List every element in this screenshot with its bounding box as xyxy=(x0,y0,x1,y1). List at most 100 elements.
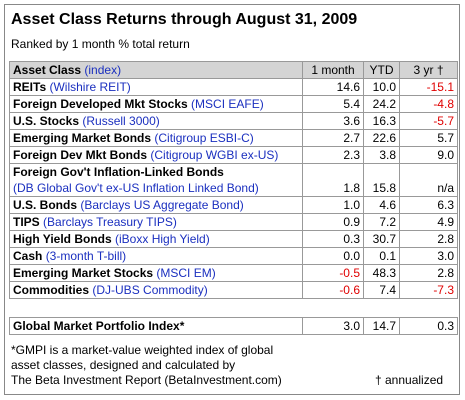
value-cell: 2.8 xyxy=(399,264,458,282)
value-cell: 14.7 xyxy=(363,317,400,335)
value-cell: 1.0 xyxy=(302,196,364,214)
table-row: Cash (3-month T-bill) 0.0 0.1 3.0 xyxy=(9,247,458,265)
table-row: Foreign Gov't Inflation-Linked Bonds (DB… xyxy=(9,163,458,197)
table-row: U.S. Stocks (Russell 3000) 3.6 16.3 -5.7 xyxy=(9,112,458,130)
index-name: (Citigroup ESBI-C) xyxy=(154,131,254,145)
footnote-note: † annualized xyxy=(375,373,444,387)
value-cell: 3.6 xyxy=(302,112,364,130)
name-cell: U.S. Bonds (Barclays US Aggregate Bond) xyxy=(9,196,303,214)
index-name: (DJ-UBS Commodity) xyxy=(92,283,208,297)
table-row: Global Market Portfolio Index* 3.0 14.7 0.3 xyxy=(9,317,458,335)
value-cell: 3 yr † xyxy=(399,61,458,79)
value-cell: n/a xyxy=(399,163,458,197)
subtitle: Ranked by 1 month % total return xyxy=(11,37,190,51)
name-cell: TIPS (Barclays Treasury TIPS) xyxy=(9,213,303,231)
value-cell: 0.9 xyxy=(302,213,364,231)
value-cell: 14.6 xyxy=(302,78,364,96)
index-name: (MSCI EM) xyxy=(156,266,216,280)
spacer-cell xyxy=(399,298,458,318)
asset-name: High Yield Bonds xyxy=(13,232,112,246)
spacer-cell xyxy=(9,298,303,318)
value-cell: 5.4 xyxy=(302,95,364,113)
table-row: Foreign Dev Mkt Bonds (Citigroup WGBI ex… xyxy=(9,146,458,164)
index-name: (3-month T-bill) xyxy=(45,249,127,263)
asset-name: U.S. Bonds xyxy=(13,198,78,212)
asset-name: Emerging Market Stocks xyxy=(13,266,154,280)
value-cell: 15.8 xyxy=(363,163,400,197)
value-cell: 3.8 xyxy=(363,146,400,164)
table-row: Asset Class (index) 1 month YTD 3 yr † xyxy=(9,61,458,79)
asset-name: Foreign Developed Mkt Stocks xyxy=(13,97,188,111)
index-name: (Russell 3000) xyxy=(82,114,160,128)
table-row: U.S. Bonds (Barclays US Aggregate Bond) 1… xyxy=(9,196,458,214)
table-row: Foreign Developed Mkt Stocks (MSCI EAFE)… xyxy=(9,95,458,113)
asset-name: Foreign Gov't Inflation-Linked Bonds xyxy=(13,165,224,179)
footnote-line: *GMPI is a market-value weighted index o… xyxy=(11,343,274,357)
name-cell: Emerging Market Stocks (MSCI EM) xyxy=(9,264,303,282)
name-cell: REITs (Wilshire REIT) xyxy=(9,78,303,96)
value-cell: -4.8 xyxy=(399,95,458,113)
asset-name: REITs xyxy=(13,80,47,94)
index-name: (Barclays US Aggregate Bond) xyxy=(80,198,244,212)
table-row: Commodities (DJ-UBS Commodity) -0.6 7.4 -7.… xyxy=(9,281,458,299)
value-cell: YTD xyxy=(363,61,400,79)
value-cell: 4.9 xyxy=(399,213,458,231)
name-cell: U.S. Stocks (Russell 3000) xyxy=(9,112,303,130)
footnote: *GMPI is a market-value weighted index o… xyxy=(11,343,282,388)
index-name: (DB Global Gov't ex-US Inflation Linked … xyxy=(13,181,259,195)
value-cell: -0.6 xyxy=(302,281,364,299)
asset-name: U.S. Stocks xyxy=(13,114,80,128)
value-cell: 0.3 xyxy=(399,317,458,335)
value-cell: 0.1 xyxy=(363,247,400,265)
value-cell: 1 month xyxy=(302,61,364,79)
value-cell: 48.3 xyxy=(363,264,400,282)
asset-name: TIPS xyxy=(13,215,40,229)
asset-name: Foreign Dev Mkt Bonds xyxy=(13,148,148,162)
value-cell: 22.6 xyxy=(363,129,400,147)
index-name: (Wilshire REIT) xyxy=(49,80,131,94)
value-cell: -0.5 xyxy=(302,264,364,282)
table-row: High Yield Bonds (iBoxx High Yield) 0.3 30… xyxy=(9,230,458,248)
table-row: Emerging Market Bonds (Citigroup ESBI-C)… xyxy=(9,129,458,147)
value-cell: 24.2 xyxy=(363,95,400,113)
asset-name: Emerging Market Bonds xyxy=(13,131,152,145)
index-name: (iBoxx High Yield) xyxy=(115,232,210,246)
asset-name: Asset Class xyxy=(13,63,82,77)
value-cell: 3.0 xyxy=(302,317,364,335)
value-cell: 3.0 xyxy=(399,247,458,265)
name-cell: High Yield Bonds (iBoxx High Yield) xyxy=(9,230,303,248)
value-cell: 7.4 xyxy=(363,281,400,299)
spacer-row xyxy=(9,298,458,318)
value-cell: 16.3 xyxy=(363,112,400,130)
title: Asset Class Returns through August 31, 2… xyxy=(11,11,358,28)
spacer-cell xyxy=(363,298,400,318)
value-cell: -15.1 xyxy=(399,78,458,96)
name-cell: Foreign Gov't Inflation-Linked Bonds (DB… xyxy=(9,163,303,197)
asset-name: Global Market Portfolio Index* xyxy=(13,319,185,333)
value-cell: 0.3 xyxy=(302,230,364,248)
name-cell: Commodities (DJ-UBS Commodity) xyxy=(9,281,303,299)
name-cell: Emerging Market Bonds (Citigroup ESBI-C) xyxy=(9,129,303,147)
value-cell: 30.7 xyxy=(363,230,400,248)
index-name: (index) xyxy=(84,63,122,77)
value-cell: 2.7 xyxy=(302,129,364,147)
value-cell: 10.0 xyxy=(363,78,400,96)
name-cell: Foreign Dev Mkt Bonds (Citigroup WGBI ex… xyxy=(9,146,303,164)
value-cell: 4.6 xyxy=(363,196,400,214)
name-cell: Cash (3-month T-bill) xyxy=(9,247,303,265)
value-cell: -5.7 xyxy=(399,112,458,130)
footnote-line: The Beta Investment Report (BetaInvestme… xyxy=(11,373,282,387)
value-cell: 1.8 xyxy=(302,163,364,197)
table-frame: Asset Class Returns through August 31, 2… xyxy=(4,4,460,395)
index-name: (MSCI EAFE) xyxy=(191,97,264,111)
value-cell: 7.2 xyxy=(363,213,400,231)
value-cell: 9.0 xyxy=(399,146,458,164)
table-row: Emerging Market Stocks (MSCI EM) -0.5 48.3… xyxy=(9,264,458,282)
asset-name: Commodities xyxy=(13,283,90,297)
returns-table: Asset Class (index) 1 month YTD 3 yr † REITs… xyxy=(9,61,458,335)
table-row: REITs (Wilshire REIT) 14.6 10.0 -15.1 xyxy=(9,78,458,96)
value-cell: 2.8 xyxy=(399,230,458,248)
name-cell: Asset Class (index) xyxy=(9,61,303,79)
index-name: (Barclays Treasury TIPS) xyxy=(43,215,177,229)
value-cell: 2.3 xyxy=(302,146,364,164)
